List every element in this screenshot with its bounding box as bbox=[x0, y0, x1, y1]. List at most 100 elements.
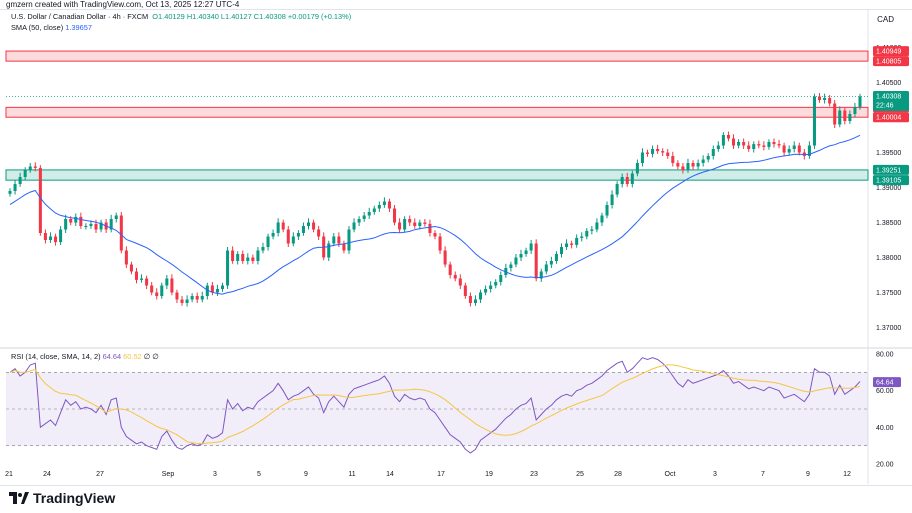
candle-body bbox=[590, 229, 594, 231]
rsi-extra: ∅ ∅ bbox=[143, 352, 159, 361]
candle-body bbox=[59, 229, 63, 243]
candle-body bbox=[69, 219, 73, 223]
candle-body bbox=[393, 208, 397, 223]
price-tag-zone2-low: 1.40004 bbox=[876, 115, 901, 122]
candle-body bbox=[312, 222, 316, 230]
candle-body bbox=[600, 215, 604, 223]
rsi-value-tag: 64.64 bbox=[876, 380, 894, 387]
time-tick-label: 9 bbox=[806, 471, 810, 478]
candle-body bbox=[499, 275, 503, 282]
candle-body bbox=[848, 114, 852, 121]
candle-body bbox=[170, 278, 174, 293]
candle-body bbox=[286, 229, 290, 244]
candle-body bbox=[205, 285, 209, 296]
candle-body bbox=[23, 170, 27, 177]
candle-body bbox=[433, 233, 437, 237]
candle-body bbox=[747, 145, 751, 149]
candle-body bbox=[357, 219, 361, 223]
candle-body bbox=[448, 264, 452, 275]
candle-body bbox=[580, 236, 584, 238]
candle-body bbox=[757, 144, 761, 146]
candle-body bbox=[241, 254, 245, 261]
candle-body bbox=[372, 208, 376, 212]
candle-body bbox=[691, 163, 695, 167]
candle-body bbox=[13, 184, 17, 191]
candle-body bbox=[200, 296, 204, 300]
candle-body bbox=[266, 236, 270, 247]
symbol-legend: U.S. Dollar / Canadian Dollar · 4h · FXC… bbox=[11, 12, 351, 21]
candle-body bbox=[438, 236, 442, 251]
candle-body bbox=[519, 254, 523, 258]
candle-body bbox=[671, 156, 675, 163]
price-tick-label: 1.38000 bbox=[876, 255, 901, 262]
candle-body bbox=[332, 236, 336, 244]
candle-body bbox=[666, 152, 670, 156]
candle-body bbox=[251, 257, 255, 261]
candle-body bbox=[296, 233, 300, 237]
candle-body bbox=[595, 222, 599, 230]
price-tag-support-low: 1.39105 bbox=[876, 178, 901, 185]
candle-body bbox=[463, 285, 467, 296]
time-tick-label: 23 bbox=[530, 471, 538, 478]
candle-body bbox=[114, 215, 118, 219]
candle-body bbox=[109, 219, 113, 230]
candle-body bbox=[119, 215, 123, 251]
tradingview-logo-icon bbox=[9, 492, 29, 504]
price-tag-resist-low: 1.40805 bbox=[876, 59, 901, 66]
countdown-tag: 22:46 bbox=[876, 102, 894, 109]
candle-body bbox=[838, 110, 842, 125]
candle-body bbox=[408, 219, 412, 223]
candle-body bbox=[797, 145, 801, 153]
price-tick-label: 1.37000 bbox=[876, 325, 901, 332]
candle-body bbox=[180, 299, 184, 303]
candle-body bbox=[726, 135, 730, 139]
candle-body bbox=[403, 219, 407, 230]
candle-body bbox=[777, 144, 781, 146]
chart-frame bbox=[0, 9, 912, 486]
tradingview-logo[interactable]: TradingView bbox=[9, 490, 115, 506]
rsi-label: RSI (14, close, SMA, 14, 2) bbox=[11, 352, 101, 361]
candle-body bbox=[605, 205, 609, 216]
candle-body bbox=[236, 254, 240, 261]
candle-body bbox=[782, 145, 786, 153]
candle-body bbox=[559, 247, 564, 254]
rsi-tick-label: 80.00 bbox=[876, 352, 894, 359]
candle-body bbox=[453, 275, 457, 279]
rsi-value: 64.64 bbox=[102, 352, 122, 361]
candle-body bbox=[48, 236, 52, 240]
price-tag-resist-high-bg bbox=[873, 46, 909, 57]
candle-body bbox=[418, 222, 422, 226]
time-tick-label: 5 bbox=[257, 471, 261, 478]
time-tick-label: 19 bbox=[485, 471, 493, 478]
candle-body bbox=[529, 243, 533, 251]
candle-body bbox=[291, 236, 295, 244]
sma-line bbox=[9, 134, 861, 295]
candle-body bbox=[554, 254, 558, 261]
candle-body bbox=[731, 138, 736, 146]
candle-body bbox=[473, 299, 477, 303]
candle-body bbox=[807, 145, 811, 156]
candle-body bbox=[585, 230, 589, 237]
sma-label: SMA (50, close) bbox=[11, 23, 64, 32]
candle-body bbox=[220, 285, 225, 289]
candle-body bbox=[134, 271, 139, 280]
rsi-sma-line bbox=[9, 364, 861, 445]
candle-body bbox=[635, 163, 639, 174]
candle-body bbox=[610, 194, 614, 205]
candle-body bbox=[772, 142, 776, 145]
candle-body bbox=[509, 264, 513, 268]
candle-body bbox=[787, 149, 791, 153]
candle-body bbox=[150, 285, 154, 293]
candle-body bbox=[145, 278, 149, 286]
price-tag-resist-high: 1.40949 bbox=[876, 49, 901, 56]
candle-body bbox=[494, 282, 498, 286]
candle-body bbox=[681, 166, 685, 170]
candle-body bbox=[215, 289, 219, 293]
candle-body bbox=[54, 236, 58, 243]
candle-body bbox=[99, 222, 103, 230]
candle-body bbox=[38, 167, 42, 233]
candle-body bbox=[306, 222, 311, 226]
candle-body bbox=[79, 216, 83, 226]
symbol-title: U.S. Dollar / Canadian Dollar · 4h · FXC… bbox=[11, 12, 149, 21]
